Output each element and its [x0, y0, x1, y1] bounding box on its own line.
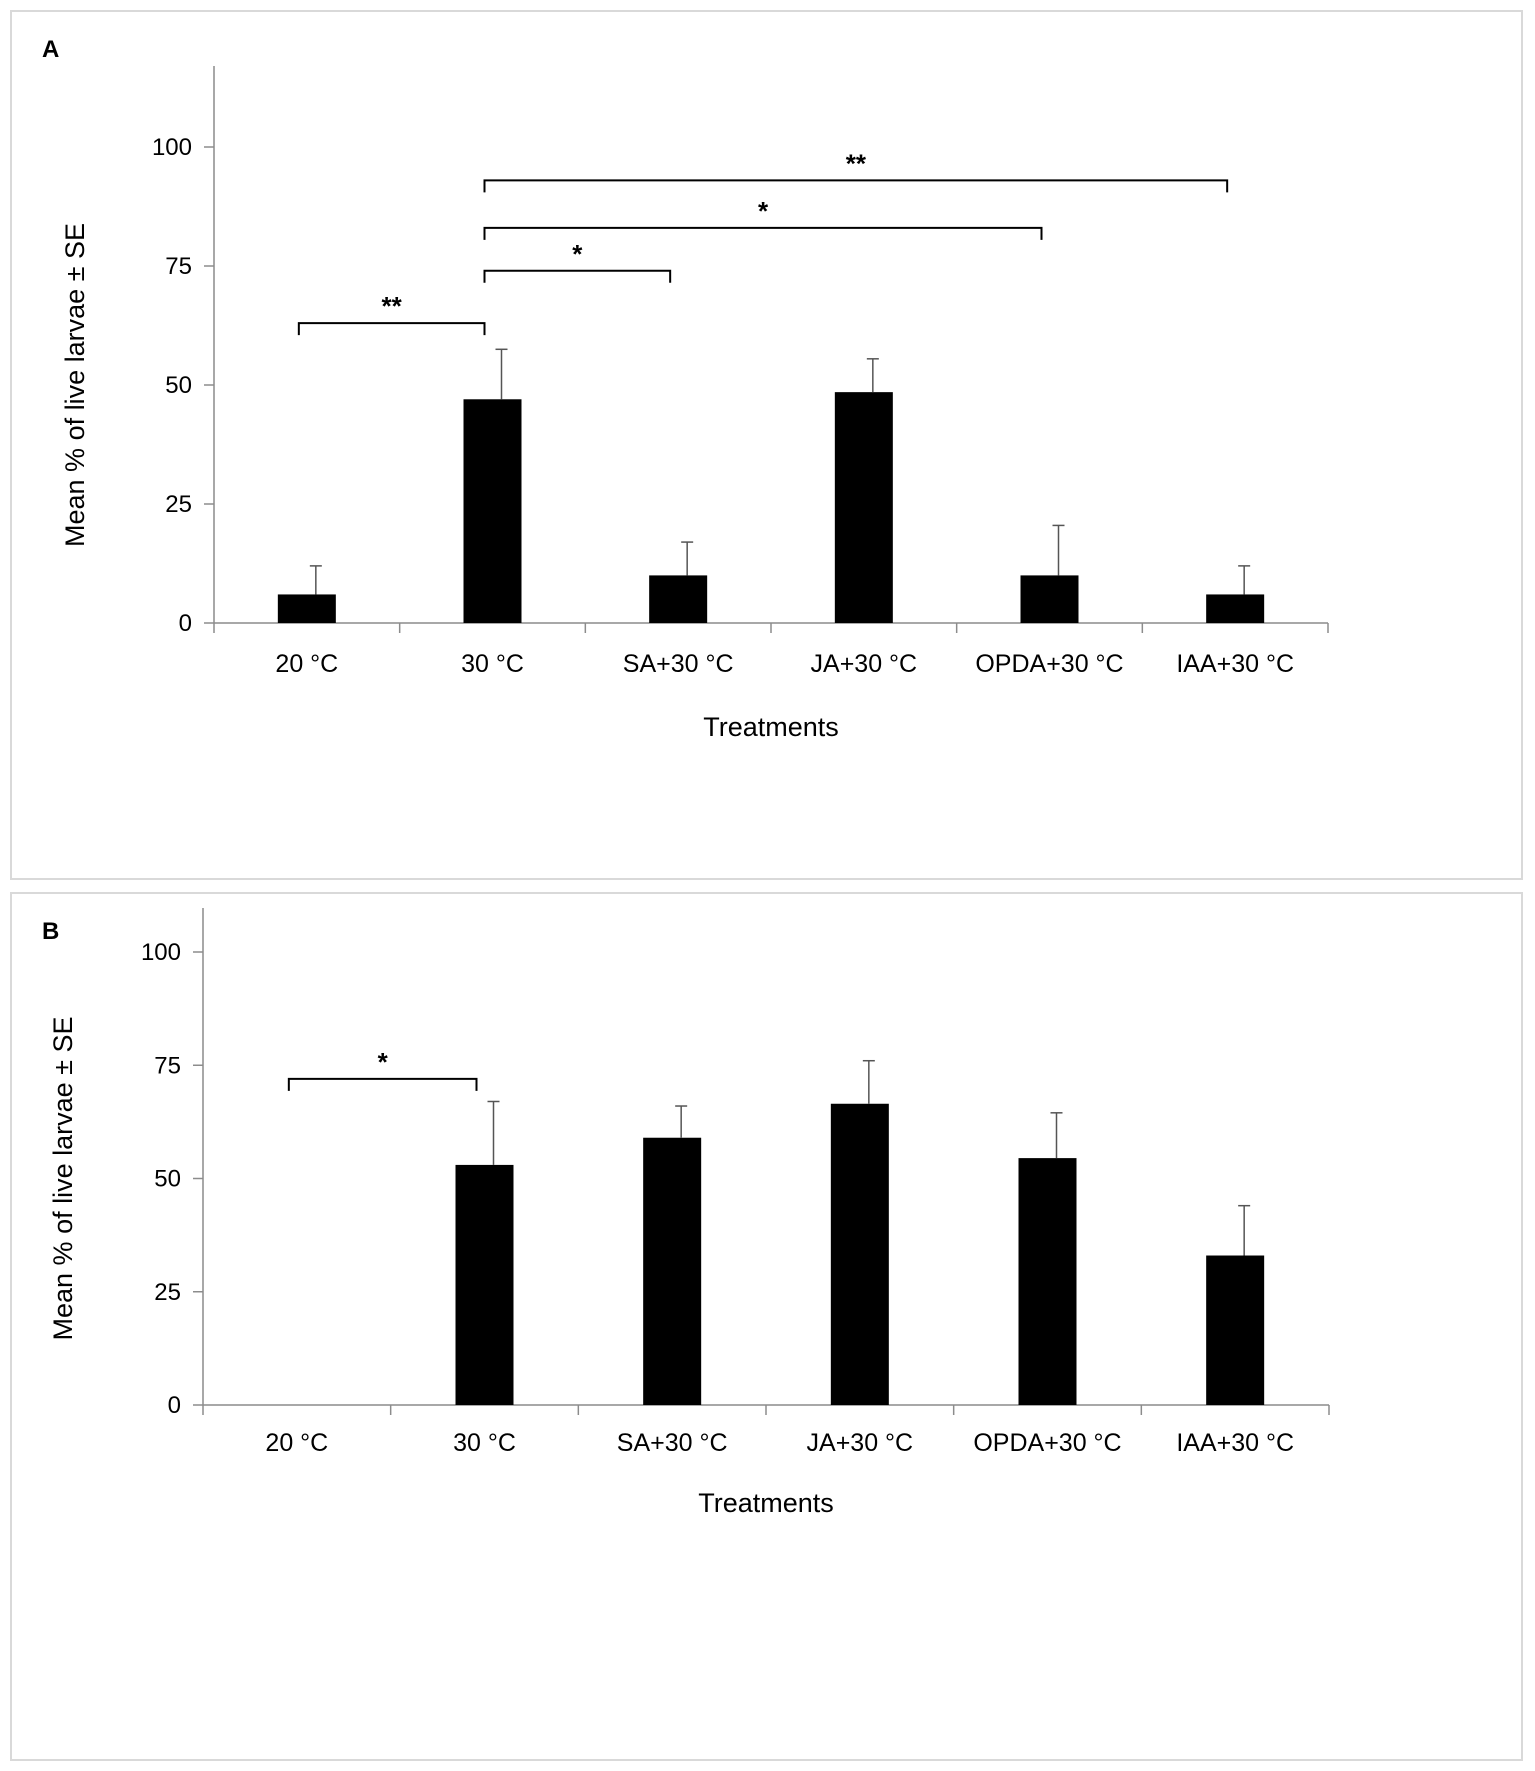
x-axis-title: Treatments [698, 1488, 834, 1518]
significance-bracket [287, 1077, 478, 1091]
bar-chart-a: 0 25 50 75 100 20 °C 30 °C SA+30 °C JA+30 °C OPDA… [60, 66, 1329, 742]
x-axis-title: Treatments [703, 712, 839, 742]
bar [463, 399, 522, 623]
y-tick-label: 75 [165, 253, 192, 280]
panel-letter: A [42, 36, 60, 63]
x-category-label: 20 °C [265, 1429, 328, 1457]
y-tick-label: 25 [154, 1279, 181, 1306]
x-category-label: SA+30 °C [623, 650, 734, 678]
bar [834, 392, 893, 623]
y-axis-title: Mean % of live larvae ± SE [60, 223, 90, 547]
y-tick-label: 0 [168, 1392, 181, 1419]
bar [643, 1137, 702, 1405]
bar [277, 594, 336, 623]
significance-label: * [378, 1047, 389, 1077]
x-category-label: JA+30 °C [811, 650, 918, 678]
significance-bracket [483, 179, 1229, 193]
bar [649, 575, 708, 623]
significance-label: ** [382, 291, 403, 321]
x-category-label: 30 °C [461, 650, 524, 678]
significance-bracket [483, 269, 672, 283]
significance-label: * [572, 239, 583, 269]
y-tick-label: 75 [154, 1052, 181, 1079]
y-tick-label: 25 [165, 491, 192, 518]
y-tick-label: 50 [154, 1166, 181, 1193]
x-category-label: 20 °C [275, 650, 338, 678]
significance-label: * [758, 196, 769, 226]
bar [1020, 575, 1079, 623]
x-category-label: IAA+30 °C [1176, 1429, 1294, 1457]
panel-letter: B [42, 918, 60, 945]
panel-a: A 0 25 50 75 100 20 °C 30 °C SA+30 °C JA+30 °C OP… [10, 10, 1523, 880]
x-category-label: SA+30 °C [617, 1429, 728, 1457]
significance-bracket [297, 322, 486, 336]
bar [830, 1103, 889, 1405]
x-category-label: OPDA+30 °C [973, 1429, 1121, 1457]
y-tick-label: 0 [179, 610, 192, 637]
bar [1018, 1158, 1077, 1405]
y-tick-label: 100 [152, 134, 192, 161]
x-category-label: OPDA+30 °C [975, 650, 1123, 678]
x-category-label: JA+30 °C [807, 1429, 914, 1457]
bar [455, 1164, 514, 1405]
panel-b: B 0 25 50 75 100 20 °C 30 °C SA+30 °C JA+30 °C OP… [10, 892, 1523, 1761]
bar [1206, 594, 1265, 623]
y-tick-label: 50 [165, 372, 192, 399]
y-tick-label: 100 [141, 939, 181, 966]
bar-chart-b: 0 25 50 75 100 20 °C 30 °C SA+30 °C JA+30 °C OPDA… [48, 908, 1330, 1518]
y-axis-title: Mean % of live larvae ± SE [48, 1017, 78, 1341]
significance-bracket [483, 226, 1043, 240]
significance-label: ** [846, 148, 867, 178]
x-category-label: 30 °C [453, 1429, 516, 1457]
x-category-label: IAA+30 °C [1176, 650, 1294, 678]
bar [1206, 1255, 1265, 1405]
